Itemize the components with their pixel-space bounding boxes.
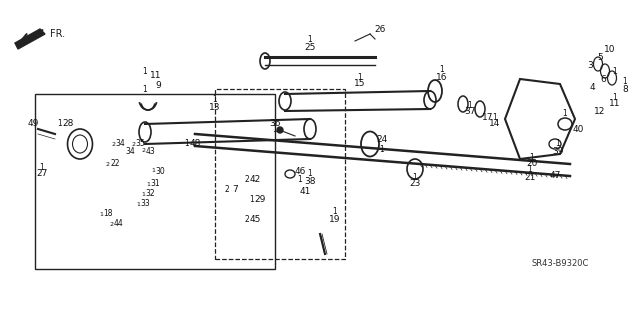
Text: 41: 41 bbox=[300, 187, 310, 196]
Text: 1: 1 bbox=[141, 191, 145, 197]
Text: 24: 24 bbox=[376, 135, 388, 144]
Text: 49: 49 bbox=[28, 120, 38, 129]
Text: 47: 47 bbox=[549, 172, 561, 181]
Text: 1: 1 bbox=[530, 152, 534, 161]
Text: 44: 44 bbox=[113, 219, 123, 228]
Text: 1: 1 bbox=[612, 93, 618, 101]
Text: 37: 37 bbox=[464, 108, 476, 116]
Text: 15: 15 bbox=[355, 79, 365, 88]
Text: 22: 22 bbox=[110, 160, 120, 168]
Text: 29: 29 bbox=[254, 195, 266, 204]
Text: 1: 1 bbox=[563, 109, 568, 118]
Text: 1: 1 bbox=[527, 165, 532, 174]
Text: 23: 23 bbox=[410, 180, 420, 189]
Text: 1: 1 bbox=[612, 66, 618, 76]
Text: 2: 2 bbox=[131, 142, 135, 146]
Text: 1: 1 bbox=[58, 120, 62, 129]
Text: FR.: FR. bbox=[50, 29, 65, 39]
Text: 6: 6 bbox=[600, 75, 606, 84]
Text: 11: 11 bbox=[150, 70, 162, 79]
Text: 38: 38 bbox=[304, 176, 316, 186]
Bar bbox=[35, 94, 275, 269]
Text: 4: 4 bbox=[589, 83, 595, 92]
Text: 1: 1 bbox=[143, 66, 147, 76]
Text: 39: 39 bbox=[552, 147, 564, 157]
Text: 7: 7 bbox=[232, 184, 238, 194]
Text: 36: 36 bbox=[269, 118, 281, 128]
Text: 33: 33 bbox=[140, 199, 150, 209]
Text: 1: 1 bbox=[298, 174, 302, 183]
Text: 34: 34 bbox=[115, 139, 125, 149]
Text: 5: 5 bbox=[597, 53, 603, 62]
Text: 1: 1 bbox=[468, 101, 472, 110]
Text: 26: 26 bbox=[374, 25, 386, 33]
Text: 1: 1 bbox=[136, 202, 140, 206]
Text: 1: 1 bbox=[273, 125, 277, 135]
Text: 35: 35 bbox=[135, 139, 145, 149]
Text: 1: 1 bbox=[440, 65, 444, 75]
Text: 1: 1 bbox=[380, 145, 385, 153]
Text: 2: 2 bbox=[111, 142, 115, 146]
Circle shape bbox=[277, 127, 283, 133]
Text: 3: 3 bbox=[587, 61, 593, 70]
Text: 17: 17 bbox=[483, 113, 493, 122]
Text: 1: 1 bbox=[99, 211, 103, 217]
Text: 48: 48 bbox=[189, 139, 201, 149]
Text: 12: 12 bbox=[595, 107, 605, 115]
Text: 34: 34 bbox=[125, 146, 135, 155]
Text: 1: 1 bbox=[40, 162, 44, 172]
Text: 14: 14 bbox=[490, 120, 500, 129]
Text: 1: 1 bbox=[413, 173, 417, 182]
Text: 1: 1 bbox=[146, 182, 150, 187]
Text: 1: 1 bbox=[184, 139, 189, 149]
Text: 9: 9 bbox=[155, 80, 161, 90]
Text: 32: 32 bbox=[145, 189, 155, 198]
Text: 1: 1 bbox=[250, 195, 254, 204]
Text: 2: 2 bbox=[244, 214, 250, 224]
Text: 1: 1 bbox=[556, 139, 561, 149]
Text: 10: 10 bbox=[604, 44, 616, 54]
Text: 8: 8 bbox=[622, 85, 628, 93]
Text: 2: 2 bbox=[225, 184, 229, 194]
Text: 28: 28 bbox=[62, 120, 74, 129]
Text: 1: 1 bbox=[493, 113, 497, 122]
Text: 46: 46 bbox=[294, 167, 306, 175]
Text: 2: 2 bbox=[244, 174, 250, 183]
Text: 1: 1 bbox=[143, 85, 147, 93]
Text: 1: 1 bbox=[308, 35, 312, 44]
Text: 43: 43 bbox=[145, 146, 155, 155]
Text: 11: 11 bbox=[609, 100, 621, 108]
Text: 1: 1 bbox=[623, 78, 627, 86]
Text: 19: 19 bbox=[329, 214, 340, 224]
Text: 25: 25 bbox=[304, 42, 316, 51]
Text: 45: 45 bbox=[250, 214, 260, 224]
Text: 20: 20 bbox=[526, 160, 538, 168]
Text: 30: 30 bbox=[155, 167, 165, 175]
Text: 1: 1 bbox=[308, 169, 312, 179]
Text: 1: 1 bbox=[333, 207, 337, 217]
Text: 16: 16 bbox=[436, 72, 448, 81]
Text: 1: 1 bbox=[151, 168, 155, 174]
Text: 31: 31 bbox=[150, 180, 160, 189]
Text: 13: 13 bbox=[209, 102, 221, 112]
Text: 2: 2 bbox=[141, 149, 145, 153]
Text: 40: 40 bbox=[572, 124, 584, 133]
Text: 18: 18 bbox=[103, 210, 113, 219]
Text: 2: 2 bbox=[109, 221, 113, 226]
Bar bbox=[215, 89, 345, 259]
Text: 2: 2 bbox=[106, 161, 110, 167]
Text: 27: 27 bbox=[36, 169, 48, 179]
Text: 21: 21 bbox=[524, 173, 536, 182]
Text: 1: 1 bbox=[358, 72, 362, 81]
Polygon shape bbox=[15, 29, 45, 49]
Text: 42: 42 bbox=[250, 174, 260, 183]
Text: SR43-B9320C: SR43-B9320C bbox=[531, 259, 589, 269]
Text: 1: 1 bbox=[212, 94, 218, 103]
